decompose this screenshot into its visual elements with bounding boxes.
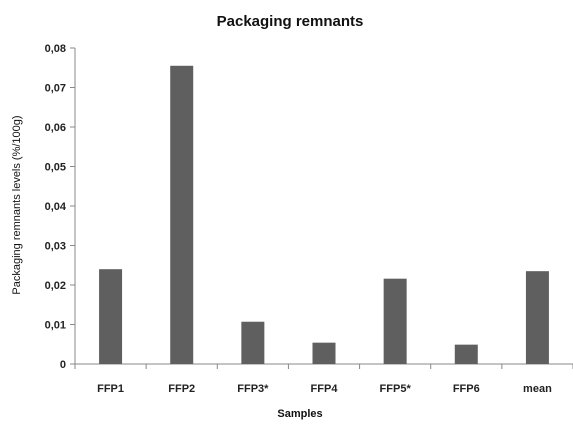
y-tick-label: 0,06 bbox=[45, 122, 66, 134]
bar-ffp2 bbox=[170, 65, 194, 365]
x-tick-label: FFP1 bbox=[97, 383, 124, 395]
x-tick-label: FFP5* bbox=[380, 383, 412, 395]
y-tick-label: 0,02 bbox=[45, 280, 66, 292]
x-tick-label: FFP6 bbox=[453, 383, 480, 395]
y-tick-label: 0,07 bbox=[45, 83, 66, 95]
bar-ffp4 bbox=[312, 342, 336, 364]
y-axis-label: Packaging remnants levels (%/100g) bbox=[11, 115, 23, 294]
x-axis-label: Samples bbox=[277, 408, 322, 420]
x-tick-label: mean bbox=[523, 383, 552, 395]
y-tick-label: 0 bbox=[60, 359, 66, 371]
bar-ffp1 bbox=[99, 269, 123, 364]
x-tick-label: FFP4 bbox=[311, 383, 339, 395]
y-tick-label: 0,01 bbox=[45, 320, 66, 332]
bar-ffp6 bbox=[454, 344, 478, 364]
bar-ffp3 bbox=[241, 321, 265, 364]
x-tick-label: FFP2 bbox=[168, 383, 195, 395]
chart-title: Packaging remnants bbox=[217, 13, 364, 30]
y-tick-label: 0,05 bbox=[45, 162, 66, 174]
y-tick-label: 0,04 bbox=[45, 201, 67, 213]
bar-ffp5 bbox=[383, 278, 407, 364]
y-tick-label: 0,03 bbox=[45, 241, 66, 253]
y-tick-label: 0,08 bbox=[45, 43, 66, 55]
x-axis: FFP1 FFP2 FFP3* FFP4 FFP5* FFP6 mean bbox=[74, 363, 573, 395]
bars bbox=[99, 65, 549, 365]
x-tick-label: FFP3* bbox=[237, 383, 269, 395]
bar-mean bbox=[525, 271, 549, 364]
y-axis: 0 0,01 0,02 0,03 0,04 0,05 0,06 0,07 0,08 bbox=[45, 43, 76, 371]
